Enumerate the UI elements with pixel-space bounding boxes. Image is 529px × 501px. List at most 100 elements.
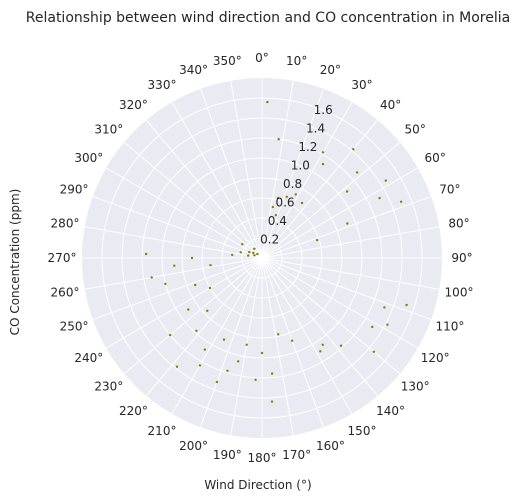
angle-grid-line	[145, 257, 263, 397]
angle-tick-label: 120°	[421, 351, 450, 365]
angle-grid-line	[261, 257, 419, 349]
angle-grid-line	[105, 167, 263, 259]
angle-tick-label: 50°	[405, 122, 426, 136]
angle-grid-line	[230, 257, 263, 436]
angle-tick-label: 30°	[351, 78, 372, 92]
angle-tick-label: 290°	[60, 183, 89, 197]
scatter-point	[378, 196, 381, 200]
scatter-point	[386, 323, 389, 326]
angle-tick-label: 10°	[286, 54, 307, 68]
scatter-point	[355, 171, 359, 174]
angle-tick-label: 330°	[148, 78, 177, 92]
scatter-point	[371, 325, 374, 329]
angle-tick-label: 200°	[179, 439, 208, 453]
scatter-point	[237, 360, 240, 363]
angle-tick-label: 220°	[119, 404, 148, 418]
radial-tick-label: 1.6	[314, 103, 333, 117]
angle-tick-label: 240°	[74, 351, 103, 365]
scatter-point	[187, 308, 190, 311]
scatter-point	[274, 214, 278, 217]
scatter-point	[372, 350, 375, 353]
scatter-point	[300, 201, 304, 205]
angle-grid-line	[261, 167, 419, 259]
scatter-point	[321, 343, 324, 346]
angle-grid-line	[261, 257, 353, 415]
angle-tick-label: 170°	[282, 448, 311, 462]
angle-grid-line	[145, 119, 263, 259]
radial-tick-label: 1.0	[291, 159, 310, 173]
scatter-point	[222, 338, 226, 341]
angle-grid-line	[84, 226, 263, 259]
angle-tick-label: 130°	[401, 380, 430, 394]
scatter-point	[352, 148, 355, 151]
chart-title: Relationship between wind direction and …	[26, 10, 510, 26]
radial-tick-label: 1.4	[306, 122, 325, 136]
scatter-point	[345, 190, 349, 193]
angle-tick-label: 160°	[316, 439, 345, 453]
radial-tick-label: 0.4	[268, 214, 287, 228]
scatter-point	[321, 162, 325, 166]
angle-grid-line	[261, 257, 325, 428]
angle-tick-label: 40°	[380, 98, 401, 112]
scatter-point	[271, 205, 274, 209]
scatter-point	[405, 303, 408, 307]
scatter-point	[253, 247, 256, 250]
angle-tick-labels: 0° 10° 20° 30° 40° 50° 60° 70° 80° 90° 100° 110° 120…	[48, 51, 474, 465]
scatter-point	[206, 309, 209, 312]
scatter-point	[231, 253, 234, 257]
scatter-point	[175, 365, 179, 368]
scatter-point	[277, 138, 280, 141]
angle-tick-label: 20°	[320, 63, 341, 77]
angle-grid-line	[261, 257, 401, 375]
x-axis-label: Wind Direction (°)	[204, 478, 311, 492]
scatter-point	[319, 350, 322, 353]
angle-grid-line	[261, 80, 294, 259]
angle-grid-line	[261, 119, 379, 259]
angle-grid-line	[171, 101, 263, 259]
scatter-point	[346, 222, 349, 225]
scatter-point	[164, 282, 167, 286]
scatter-point	[173, 264, 176, 267]
scatter-point	[384, 179, 387, 182]
angle-tick-label: 0°	[255, 51, 269, 65]
radial-tick-label: 0.8	[283, 177, 302, 191]
scatter-point	[239, 251, 242, 254]
scatter-point	[208, 286, 212, 290]
scatter-point	[270, 372, 274, 375]
y-axis-label: CO Concentration (ppm)	[8, 189, 22, 336]
angle-tick-label: 230°	[94, 380, 123, 394]
angle-grid-line	[261, 88, 325, 259]
radial-tick-label: 1.2	[298, 140, 317, 154]
angle-grid-line	[92, 195, 263, 259]
angle-tick-label: 150°	[348, 424, 377, 438]
angle-grid-line	[230, 80, 263, 259]
scatter-point	[209, 264, 212, 267]
angle-tick-label: 260°	[51, 286, 80, 300]
angle-tick-label: 340°	[179, 63, 208, 77]
angle-grid-line	[199, 257, 263, 428]
scatter-point	[247, 254, 250, 257]
scatter-point	[252, 251, 255, 255]
scatter-point	[241, 243, 244, 246]
scatter-point	[203, 348, 206, 351]
angle-grid-line	[92, 257, 263, 321]
angle-tick-label: 80°	[448, 216, 469, 230]
scatter-point	[399, 200, 403, 203]
scatter-point	[290, 339, 294, 342]
scatter-point	[253, 254, 256, 257]
radial-tick-label: 0.6	[275, 196, 294, 210]
scatter-point	[194, 283, 197, 287]
scatter-point	[276, 196, 280, 200]
scatter-point	[226, 369, 229, 372]
scatter-point	[150, 276, 153, 279]
angle-grid-line	[261, 141, 401, 259]
angle-grid-line	[123, 141, 263, 259]
angle-grid-line	[199, 88, 263, 259]
angle-grid-line	[261, 101, 353, 259]
scatter-point	[383, 306, 386, 309]
scatter-point	[339, 344, 343, 347]
angle-grid	[82, 78, 442, 438]
angle-grid-line	[261, 257, 440, 290]
scatter-points	[144, 100, 408, 403]
